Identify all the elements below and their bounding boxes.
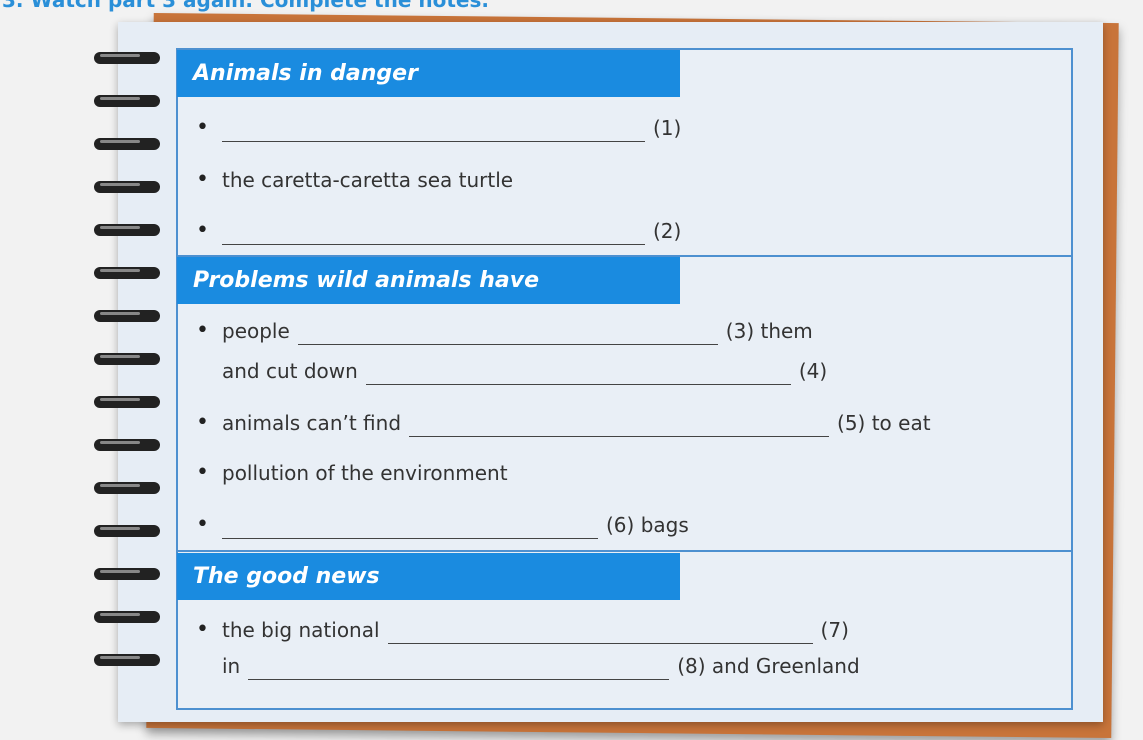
spiral-coil xyxy=(94,353,160,365)
page: 3. Watch part 3 again. Complete the note… xyxy=(0,0,1143,740)
spiral-highlight xyxy=(100,613,140,616)
note-text: the caretta-caretta sea turtle xyxy=(222,166,513,194)
spiral-coil xyxy=(94,525,160,537)
answer-blank[interactable] xyxy=(366,364,791,385)
spiral-highlight xyxy=(100,226,140,229)
section-divider xyxy=(176,550,1073,552)
spiral-highlight xyxy=(100,570,140,573)
note-text: (6) bags xyxy=(606,511,689,539)
spiral-highlight xyxy=(100,312,140,315)
note-text: the big national xyxy=(222,616,380,644)
spiral-highlight xyxy=(100,484,140,487)
note-text: (2) xyxy=(653,217,681,245)
note-line: pollution of the environment xyxy=(222,459,508,487)
note-text: animals can’t find xyxy=(222,409,401,437)
spiral-coil xyxy=(94,611,160,623)
spiral-coil xyxy=(94,482,160,494)
note-text: (8) and Greenland xyxy=(677,652,859,680)
spiral-coil xyxy=(94,439,160,451)
note-text: in xyxy=(222,652,240,680)
instruction: 3. Watch part 3 again. Complete the note… xyxy=(2,0,489,12)
spiral-coil xyxy=(94,267,160,279)
spiral-coil xyxy=(94,654,160,666)
answer-blank[interactable] xyxy=(298,324,718,345)
spiral-highlight xyxy=(100,97,140,100)
note-text: (1) xyxy=(653,114,681,142)
spiral-coil xyxy=(94,181,160,193)
spiral-coil xyxy=(94,138,160,150)
note-text: (4) xyxy=(799,357,827,385)
answer-blank[interactable] xyxy=(248,659,669,680)
bullet: • xyxy=(196,114,209,142)
bullet: • xyxy=(196,409,209,437)
spiral-coil xyxy=(94,52,160,64)
bullet: • xyxy=(196,511,209,539)
spiral-coil xyxy=(94,95,160,107)
spiral-coil xyxy=(94,310,160,322)
note-line: the caretta-caretta sea turtle xyxy=(222,166,513,194)
bullet: • xyxy=(196,616,209,644)
bullet: • xyxy=(196,459,209,487)
bullet: • xyxy=(196,317,209,345)
answer-blank[interactable] xyxy=(388,623,813,644)
note-line: (2) xyxy=(222,217,681,245)
spiral-highlight xyxy=(100,54,140,57)
section-header: Animals in danger xyxy=(177,50,680,97)
spiral-highlight xyxy=(100,269,140,272)
spiral-coil xyxy=(94,224,160,236)
spiral-coil xyxy=(94,568,160,580)
bullet: • xyxy=(196,166,209,194)
spiral-highlight xyxy=(100,183,140,186)
spiral-highlight xyxy=(100,441,140,444)
answer-blank[interactable] xyxy=(222,518,598,539)
section-header: Problems wild animals have xyxy=(177,257,680,304)
note-line: and cut down (4) xyxy=(222,357,827,385)
answer-blank[interactable] xyxy=(409,416,829,437)
note-line: animals can’t find (5) to eat xyxy=(222,409,931,437)
answer-blank[interactable] xyxy=(222,224,645,245)
note-line: the big national (7) xyxy=(222,616,849,644)
bullet: • xyxy=(196,217,209,245)
spiral-highlight xyxy=(100,656,140,659)
note-text: (3) them xyxy=(726,317,813,345)
note-text: people xyxy=(222,317,290,345)
note-text: and cut down xyxy=(222,357,358,385)
spiral-highlight xyxy=(100,527,140,530)
note-text: (7) xyxy=(821,616,849,644)
answer-blank[interactable] xyxy=(222,121,645,142)
note-line: (1) xyxy=(222,114,681,142)
note-line: (6) bags xyxy=(222,511,689,539)
note-text: pollution of the environment xyxy=(222,459,508,487)
spiral-coil xyxy=(94,396,160,408)
section-header: The good news xyxy=(177,553,680,600)
spiral xyxy=(80,40,180,710)
note-text: (5) to eat xyxy=(837,409,931,437)
note-line: in (8) and Greenland xyxy=(222,652,860,680)
spiral-highlight xyxy=(100,355,140,358)
note-line: people (3) them xyxy=(222,317,813,345)
spiral-highlight xyxy=(100,398,140,401)
spiral-highlight xyxy=(100,140,140,143)
